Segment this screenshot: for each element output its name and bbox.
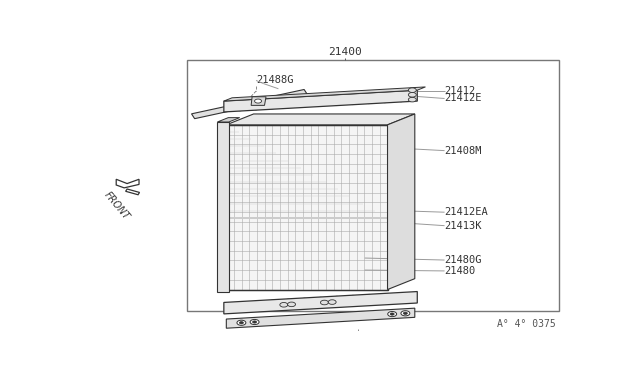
Polygon shape	[251, 97, 266, 105]
Polygon shape	[227, 125, 388, 289]
Text: FRONT: FRONT	[102, 190, 132, 222]
Polygon shape	[224, 87, 426, 101]
Circle shape	[408, 97, 416, 102]
Circle shape	[408, 88, 416, 93]
Text: 21412EA: 21412EA	[445, 207, 488, 217]
Polygon shape	[227, 308, 415, 328]
Circle shape	[351, 347, 364, 354]
Text: 21412: 21412	[445, 86, 476, 96]
Circle shape	[253, 321, 257, 323]
Text: 21412E: 21412E	[445, 93, 482, 103]
Circle shape	[403, 312, 408, 314]
Polygon shape	[218, 118, 240, 122]
Circle shape	[255, 99, 262, 103]
Polygon shape	[224, 90, 417, 112]
Polygon shape	[227, 114, 415, 125]
Polygon shape	[218, 122, 229, 292]
Text: 21413K: 21413K	[445, 221, 482, 231]
Circle shape	[239, 322, 243, 324]
Polygon shape	[125, 189, 140, 195]
Polygon shape	[224, 292, 417, 314]
Circle shape	[250, 320, 259, 325]
Circle shape	[390, 313, 394, 315]
Text: 21480G: 21480G	[445, 255, 482, 265]
Text: 21408M: 21408M	[445, 145, 482, 155]
Circle shape	[280, 302, 288, 307]
Text: 21400: 21400	[328, 47, 362, 57]
Text: 21488G: 21488G	[256, 76, 294, 86]
Polygon shape	[116, 179, 139, 188]
Circle shape	[408, 93, 416, 97]
Circle shape	[351, 335, 365, 343]
Circle shape	[355, 349, 361, 352]
Circle shape	[321, 300, 328, 305]
Polygon shape	[191, 90, 307, 119]
Circle shape	[355, 337, 361, 341]
Text: 21480: 21480	[445, 266, 476, 276]
Circle shape	[328, 300, 336, 304]
Circle shape	[388, 311, 397, 317]
Circle shape	[60, 346, 72, 354]
Bar	[187, 60, 559, 311]
Circle shape	[237, 320, 246, 326]
Circle shape	[287, 302, 296, 307]
Text: A° 4° 0375: A° 4° 0375	[497, 319, 556, 329]
Polygon shape	[388, 114, 415, 289]
Circle shape	[401, 311, 410, 316]
